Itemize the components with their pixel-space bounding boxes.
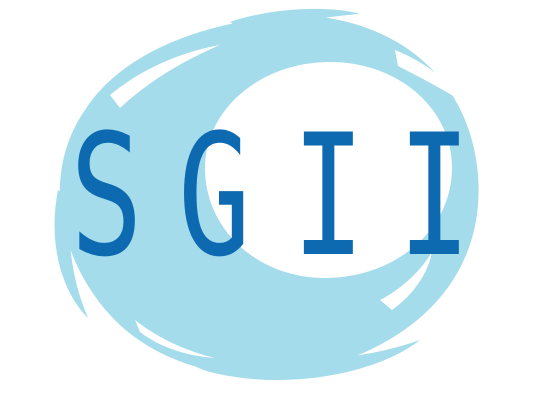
logo-letter-s: S — [70, 98, 143, 294]
swirl-highlight-4 — [380, 252, 432, 310]
swirl-highlight-2 — [395, 50, 460, 100]
swirl-sweep-bottom — [170, 330, 420, 381]
logo-letter-i-second: I — [398, 98, 471, 294]
logo-letter-i-first: I — [292, 98, 365, 294]
logo-letter-g: G — [178, 98, 251, 294]
swirl-highlight-3 — [135, 320, 215, 358]
swirl-highlight-1 — [110, 45, 220, 108]
swirl-tail-left — [54, 190, 88, 318]
swirl-ring — [59, 15, 479, 376]
swirl-tail-top — [230, 8, 360, 37]
